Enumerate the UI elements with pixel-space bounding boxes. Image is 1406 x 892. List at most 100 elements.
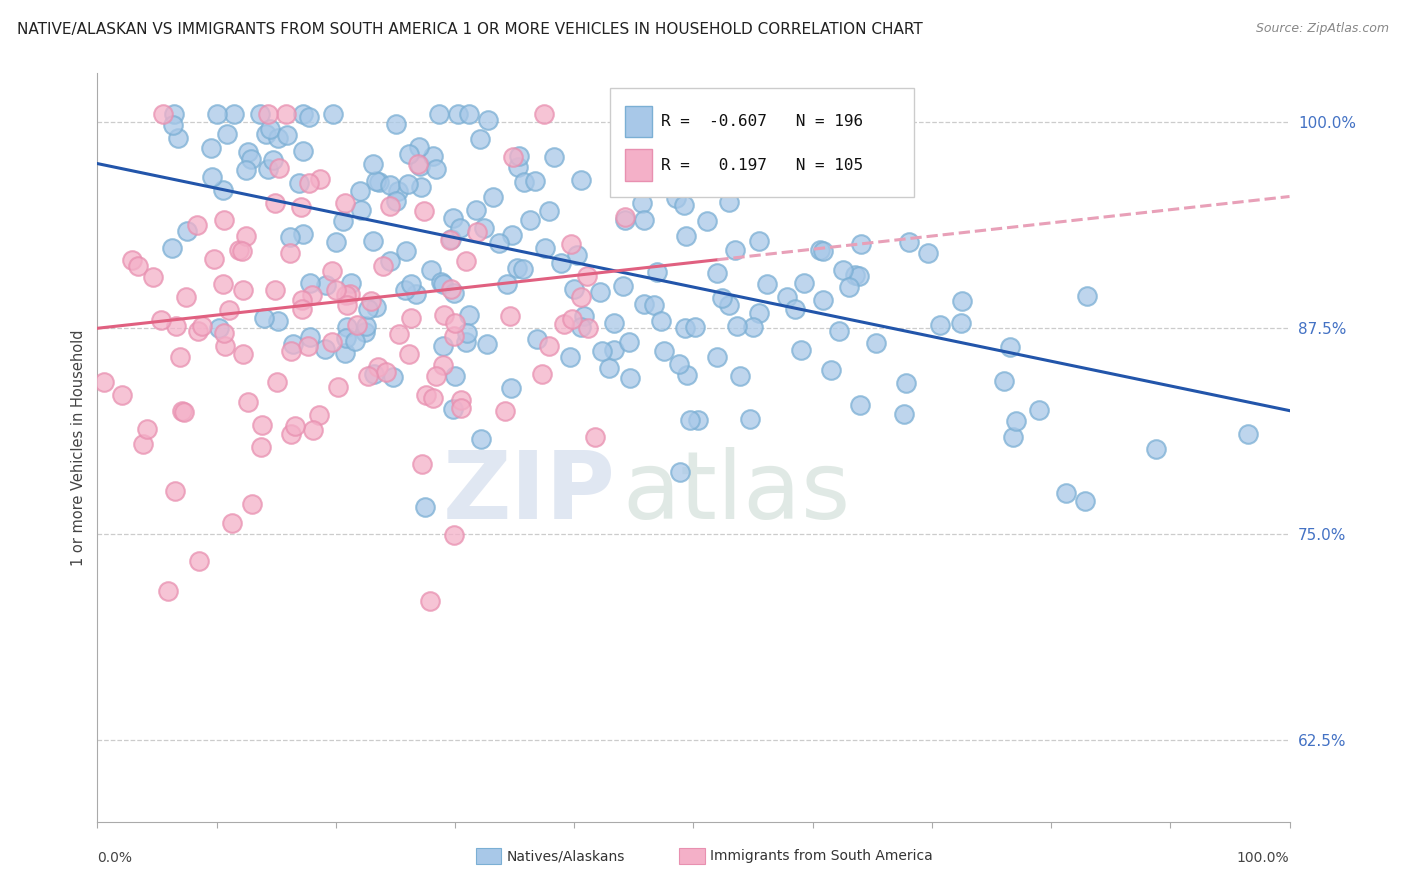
Point [292, 227, 315, 241]
Point [238, 145, 260, 159]
Text: NATIVE/ALASKAN VS IMMIGRANTS FROM SOUTH AMERICA 1 OR MORE VEHICLES IN HOUSEHOLD : NATIVE/ALASKAN VS IMMIGRANTS FROM SOUTH … [17, 22, 922, 37]
Point [387, 184, 409, 198]
Point [1004, 414, 1026, 428]
Point [302, 423, 325, 437]
Point [619, 371, 641, 385]
Point [432, 339, 454, 353]
Point [162, 118, 184, 132]
Point [215, 127, 238, 141]
Point [1001, 429, 1024, 443]
Point [398, 147, 420, 161]
Point [519, 212, 541, 227]
Point [284, 419, 307, 434]
Point [232, 283, 254, 297]
Point [1144, 442, 1167, 457]
Point [301, 288, 323, 302]
Point [409, 180, 432, 194]
Point [401, 310, 423, 325]
Point [93, 375, 115, 389]
Point [406, 156, 429, 170]
Point [696, 214, 718, 228]
Point [465, 202, 488, 217]
Point [238, 395, 260, 409]
Point [335, 298, 357, 312]
Point [408, 140, 430, 154]
Point [665, 191, 688, 205]
Point [211, 183, 233, 197]
Point [498, 309, 520, 323]
Point [848, 399, 870, 413]
Point [381, 370, 404, 384]
Point [235, 229, 257, 244]
Point [354, 326, 377, 340]
Point [673, 321, 696, 335]
Point [1028, 403, 1050, 417]
Point [250, 441, 273, 455]
Point [411, 457, 433, 471]
Point [308, 408, 330, 422]
Point [849, 236, 872, 251]
Point [388, 327, 411, 342]
Point [152, 107, 174, 121]
Point [730, 369, 752, 384]
Point [395, 244, 418, 259]
Point [280, 427, 302, 442]
Point [756, 277, 779, 291]
Point [363, 235, 385, 249]
FancyBboxPatch shape [610, 88, 914, 196]
Point [278, 229, 301, 244]
Point [450, 392, 472, 407]
Point [398, 347, 420, 361]
Point [276, 107, 298, 121]
Point [1054, 486, 1077, 500]
Point [526, 332, 548, 346]
Point [214, 339, 236, 353]
Point [550, 256, 572, 270]
Point [613, 212, 636, 227]
Point [998, 340, 1021, 354]
Point [558, 350, 581, 364]
Point [742, 320, 765, 334]
Point [363, 157, 385, 171]
Point [470, 433, 492, 447]
Y-axis label: 1 or more Vehicles in Household: 1 or more Vehicles in Household [72, 329, 86, 566]
Point [456, 334, 478, 349]
Point [738, 412, 761, 426]
Point [678, 413, 700, 427]
Point [422, 391, 444, 405]
Point [643, 298, 665, 312]
Point [897, 235, 920, 250]
Point [207, 107, 229, 121]
Point [127, 259, 149, 273]
Point [474, 221, 496, 235]
Point [292, 145, 315, 159]
Point [419, 593, 441, 607]
Text: atlas: atlas [621, 447, 851, 539]
Point [350, 202, 373, 217]
Point [591, 343, 613, 358]
Point [231, 244, 253, 259]
Point [603, 343, 626, 357]
Point [396, 177, 419, 191]
Point [349, 184, 371, 198]
Point [950, 294, 973, 309]
Point [292, 107, 315, 121]
Point [374, 365, 396, 379]
Point [212, 213, 235, 227]
Point [645, 168, 668, 182]
Point [267, 131, 290, 145]
Point [612, 278, 634, 293]
Point [450, 401, 472, 415]
Point [443, 528, 465, 542]
Point [187, 324, 209, 338]
Point [502, 151, 524, 165]
Point [165, 319, 187, 334]
Bar [626, 106, 652, 137]
Point [254, 127, 277, 141]
Point [208, 321, 231, 335]
Point [725, 318, 748, 333]
Point [598, 360, 620, 375]
Point [710, 291, 733, 305]
Point [576, 321, 599, 335]
Point [165, 483, 187, 498]
